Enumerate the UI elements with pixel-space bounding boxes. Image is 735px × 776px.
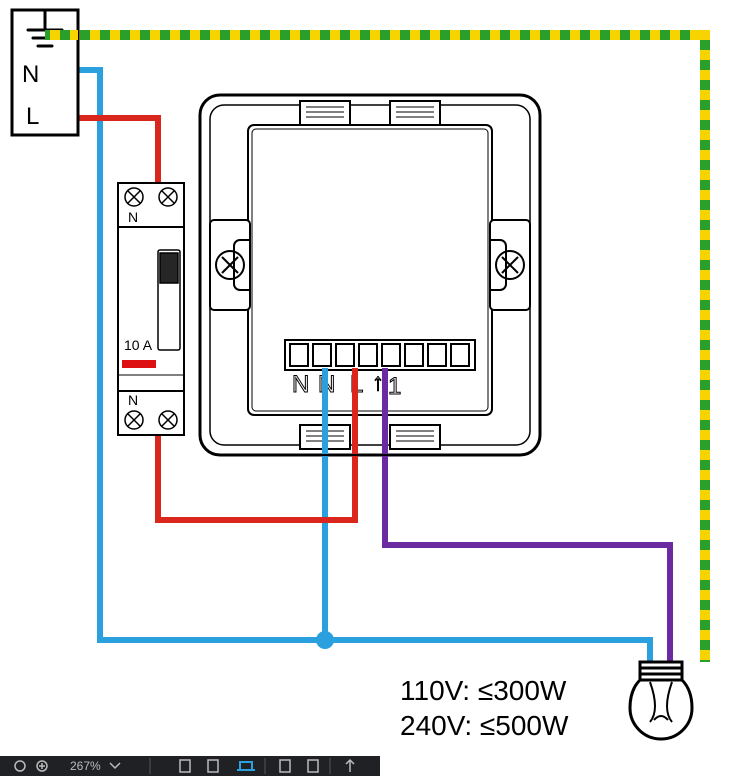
rating-110: 110V: ≤300W [400,675,567,706]
wall-switch: N N L ↑ 1 [200,95,540,455]
breaker-bot-n: N [128,392,138,408]
pdf-toolbar: 267% [0,756,380,776]
term-out: 1 [388,373,401,400]
supply-box: N L [12,10,78,135]
rating-240: 240V: ≤500W [400,710,569,741]
wiring-diagram: N L N 10 A N [0,0,735,776]
breaker-rating: 10 A [124,337,153,353]
earth-stub [45,30,78,40]
supply-n-label: N [22,61,39,88]
bulb-icon [630,662,692,739]
supply-l-label: L [26,103,39,130]
svg-text:267%: 267% [70,759,101,773]
breaker-top-n: N [128,209,138,225]
circuit-breaker: N 10 A N [118,183,184,435]
term-n1: N [292,371,309,398]
